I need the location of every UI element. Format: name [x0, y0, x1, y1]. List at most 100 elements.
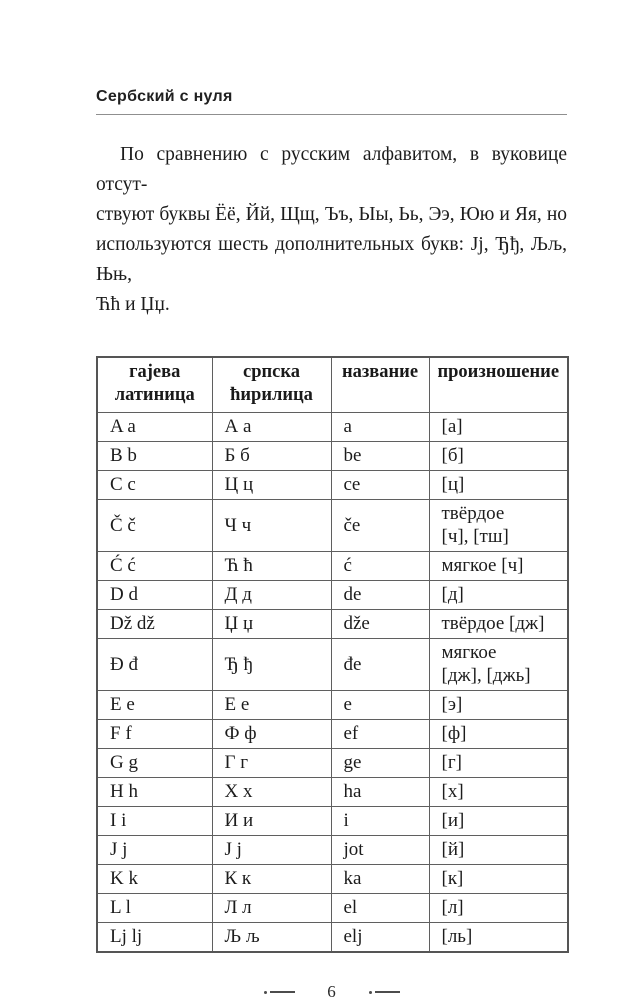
cell-latin: L l: [96, 893, 213, 923]
cell-letter-name: jot: [330, 835, 430, 865]
table-row: G g Г г ge [г]: [96, 748, 569, 778]
cell-latin: F f: [96, 719, 213, 749]
cell-latin: C c: [96, 470, 213, 500]
page-footer: 6: [96, 982, 567, 1000]
table-row: Lj lj Љ љ elj [ль]: [96, 922, 569, 953]
header-rule: [96, 114, 567, 115]
cell-latin: B b: [96, 441, 213, 471]
cell-letter-name: i: [330, 806, 430, 836]
cell-cyrillic: Г г: [211, 748, 332, 778]
table-row: D d Д д de [д]: [96, 580, 569, 610]
cell-cyrillic: Ч ч: [211, 499, 332, 552]
table-row: H h Х х ha [х]: [96, 777, 569, 807]
table-row: Ć ć Ћ ћ ć мягкое [ч]: [96, 551, 569, 581]
header-row: гајева латиница српска ћирилица название…: [96, 356, 569, 413]
cell-pronunciation: [к]: [428, 864, 569, 894]
cell-latin: Č č: [96, 499, 213, 552]
cell-cyrillic: И и: [211, 806, 332, 836]
ornament-dash-icon: [374, 991, 400, 993]
ornament-dot-icon: [368, 990, 372, 994]
cell-latin: G g: [96, 748, 213, 778]
cell-letter-name: đe: [330, 638, 430, 691]
paragraph-line: Ћћ и Џџ.: [96, 294, 170, 315]
cell-pronunciation: [г]: [428, 748, 569, 778]
cell-cyrillic: Е е: [211, 690, 332, 720]
column-header-letter-name: название: [330, 356, 430, 413]
cell-letter-name: ć: [330, 551, 430, 581]
cell-latin: E e: [96, 690, 213, 720]
alphabet-table-head: гајева латиница српска ћирилица название…: [96, 356, 569, 413]
cell-latin: Đ đ: [96, 638, 213, 691]
alphabet-table: гајева латиница српска ћирилица название…: [96, 356, 569, 953]
cell-latin: Dž dž: [96, 609, 213, 639]
cell-pronunciation: [б]: [428, 441, 569, 471]
cell-cyrillic: Ц ц: [211, 470, 332, 500]
ornament-dash-icon: [269, 991, 295, 993]
cell-letter-name: ef: [330, 719, 430, 749]
cell-cyrillic: Б б: [211, 441, 332, 471]
cell-cyrillic: К к: [211, 864, 332, 894]
table-row: B b Б б be [б]: [96, 441, 569, 471]
paragraph-line: По сравнению с русским алфавитом, в вуко…: [96, 144, 567, 195]
cell-pronunciation: [ф]: [428, 719, 569, 749]
cell-pronunciation: твёрдое [дж]: [428, 609, 569, 639]
running-header: Сербский с нуля: [96, 88, 233, 105]
cell-cyrillic: Џ џ: [211, 609, 332, 639]
table-row: J j Ј ј jot [й]: [96, 835, 569, 865]
cell-letter-name: de: [330, 580, 430, 610]
footer-ornament-left: [263, 990, 295, 994]
cell-letter-name: dže: [330, 609, 430, 639]
cell-pronunciation: мягкое [ч]: [428, 551, 569, 581]
cell-latin: I i: [96, 806, 213, 836]
cell-cyrillic: Д д: [211, 580, 332, 610]
cell-cyrillic: Ђ ђ: [211, 638, 332, 691]
cell-cyrillic: Х х: [211, 777, 332, 807]
table-row: E e Е е e [э]: [96, 690, 569, 720]
cell-pronunciation: [л]: [428, 893, 569, 923]
paragraph-line: ствуют буквы Ёё, Йй, Щщ, Ъъ, Ыы, Ьь, Ээ,…: [96, 204, 567, 225]
cell-pronunciation: [э]: [428, 690, 569, 720]
cell-letter-name: ce: [330, 470, 430, 500]
cell-letter-name: elj: [330, 922, 430, 953]
table-row: C c Ц ц ce [ц]: [96, 470, 569, 500]
cell-letter-name: e: [330, 690, 430, 720]
cell-letter-name: ha: [330, 777, 430, 807]
table-row: I i И и i [и]: [96, 806, 569, 836]
page-content: Сербский с нуля По сравнению с русским а…: [96, 0, 569, 1000]
table-row: K k К к ka [к]: [96, 864, 569, 894]
cell-pronunciation: [а]: [428, 412, 569, 442]
cell-pronunciation: [д]: [428, 580, 569, 610]
cell-pronunciation: [й]: [428, 835, 569, 865]
table-row: Đ đ Ђ ђ đe мягкое [дж], [джь]: [96, 638, 569, 691]
cell-latin: Ć ć: [96, 551, 213, 581]
cell-pronunciation: [х]: [428, 777, 569, 807]
paragraph-line: используются шесть дополнительных букв: …: [96, 234, 567, 285]
alphabet-table-body: A a А а a [а] B b Б б be [б] C c: [96, 412, 569, 953]
cell-cyrillic: Л л: [211, 893, 332, 923]
cell-letter-name: be: [330, 441, 430, 471]
cell-cyrillic: Ћ ћ: [211, 551, 332, 581]
table-row: Č č Ч ч če твёрдое [ч], [тш]: [96, 499, 569, 552]
cell-pronunciation: мягкое [дж], [джь]: [428, 638, 569, 691]
column-header-gaj-latin: гајева латиница: [96, 356, 213, 413]
table-row: Dž dž Џ џ dže твёрдое [дж]: [96, 609, 569, 639]
cell-letter-name: el: [330, 893, 430, 923]
column-header-serbian-cyrillic: српска ћирилица: [211, 356, 332, 413]
ornament-dot-icon: [263, 990, 267, 994]
cell-latin: Lj lj: [96, 922, 213, 953]
cell-cyrillic: А а: [211, 412, 332, 442]
table-row: L l Л л el [л]: [96, 893, 569, 923]
cell-letter-name: a: [330, 412, 430, 442]
cell-letter-name: ka: [330, 864, 430, 894]
cell-pronunciation: [ц]: [428, 470, 569, 500]
cell-latin: J j: [96, 835, 213, 865]
table-row: F f Ф ф ef [ф]: [96, 719, 569, 749]
table-row: A a А а a [а]: [96, 412, 569, 442]
cell-cyrillic: Ј ј: [211, 835, 332, 865]
column-header-pronunciation: произношение: [428, 356, 569, 413]
cell-latin: A a: [96, 412, 213, 442]
cell-latin: D d: [96, 580, 213, 610]
cell-pronunciation: [ль]: [428, 922, 569, 953]
cell-latin: K k: [96, 864, 213, 894]
